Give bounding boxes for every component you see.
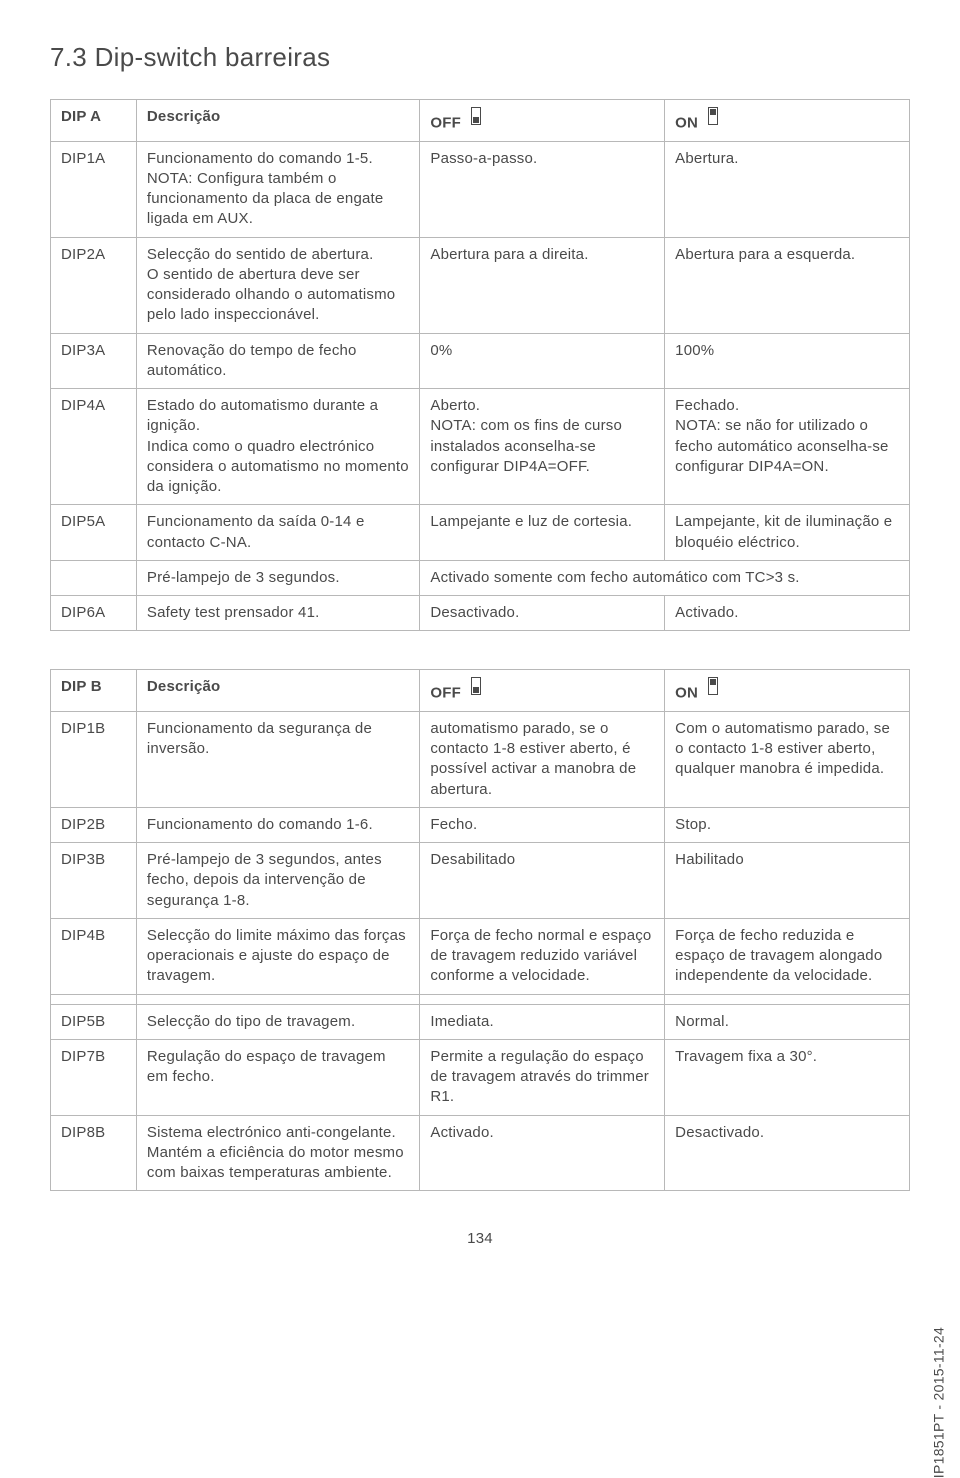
dip-off-icon (471, 677, 481, 701)
cell-off: Passo-a-passo. (420, 141, 665, 237)
cell-on: Normal. (665, 1004, 910, 1039)
cell-code (51, 560, 137, 595)
cell-code: DIP5A (51, 505, 137, 561)
dip-table-a: DIP A Descrição OFF ON (50, 99, 910, 631)
dip-off-icon (471, 107, 481, 131)
cell-on: Força de fecho reduzida e espaço de trav… (665, 918, 910, 994)
cell-on: Desactivado. (665, 1115, 910, 1191)
cell-off: 0% (420, 333, 665, 389)
cell-desc: Selecção do limite máximo das forças ope… (136, 918, 419, 994)
cell-off: Permite a regulação do espaço de travage… (420, 1039, 665, 1115)
table-row: DIP8BSistema electrónico anti-congelante… (51, 1115, 910, 1191)
cell-code: DIP1B (51, 711, 137, 807)
table-row: DIP3ARenovação do tempo de fecho automát… (51, 333, 910, 389)
cell-off: Lampejante e luz de cortesia. (420, 505, 665, 561)
cell-desc: Renovação do tempo de fecho automático. (136, 333, 419, 389)
th-off-b: OFF (420, 670, 665, 712)
table-row: DIP4BSelecção do limite máximo das força… (51, 918, 910, 994)
cell-desc: Safety test prensador 41. (136, 596, 419, 631)
cell-on: Activado. (665, 596, 910, 631)
cell-desc: Funcionamento do comando 1-6. (136, 807, 419, 842)
cell-off: Abertura para a direita. (420, 237, 665, 333)
th-on-a: ON (665, 100, 910, 142)
cell-desc: Funcionamento da saída 0-14 e contacto C… (136, 505, 419, 561)
table-row: DIP5BSelecção do tipo de travagem.Imedia… (51, 1004, 910, 1039)
cell-code: DIP5B (51, 1004, 137, 1039)
cell-off-on: Activado somente com fecho automático co… (420, 560, 910, 595)
cell-on: Lampejante, kit de iluminação e bloquéio… (665, 505, 910, 561)
cell-on: Travagem fixa a 30°. (665, 1039, 910, 1115)
table-row: DIP2ASelecção do sentido de abertura.O s… (51, 237, 910, 333)
cell-on: Habilitado (665, 843, 910, 919)
off-label: OFF (430, 685, 461, 702)
cell-desc: Regulação do espaço de travagem em fecho… (136, 1039, 419, 1115)
cell-on: Abertura. (665, 141, 910, 237)
cell-desc: Funcionamento do comando 1-5.NOTA: Confi… (136, 141, 419, 237)
th-on-b: ON (665, 670, 910, 712)
th-desc-a: Descrição (136, 100, 419, 142)
cell-code: DIP3A (51, 333, 137, 389)
cell-code: DIP7B (51, 1039, 137, 1115)
cell-desc: Funcionamento da segurança de inversão. (136, 711, 419, 807)
th-dip-b: DIP B (51, 670, 137, 712)
off-label: OFF (430, 114, 461, 131)
cell-desc: Selecção do sentido de abertura.O sentid… (136, 237, 419, 333)
cell-off: Aberto.NOTA: com os fins de curso instal… (420, 389, 665, 505)
dip-on-icon (708, 107, 718, 131)
cell-desc: Selecção do tipo de travagem. (136, 1004, 419, 1039)
on-label: ON (675, 685, 698, 702)
table-separator (51, 994, 910, 1004)
section-title: 7.3 Dip-switch barreiras (50, 40, 910, 75)
table-row: DIP6ASafety test prensador 41.Desactivad… (51, 596, 910, 631)
cell-desc: Sistema electrónico anti-congelante.Mant… (136, 1115, 419, 1191)
cell-code: DIP8B (51, 1115, 137, 1191)
cell-code: DIP2B (51, 807, 137, 842)
cell-off: Fecho. (420, 807, 665, 842)
cell-off: Desabilitado (420, 843, 665, 919)
document-code: IP1851PT - 2015-11-24 (929, 1327, 948, 1478)
table-row: DIP1AFuncionamento do comando 1-5.NOTA: … (51, 141, 910, 237)
cell-on: 100% (665, 333, 910, 389)
cell-desc: Pré-lampejo de 3 segundos. (136, 560, 419, 595)
table-row: DIP7BRegulação do espaço de travagem em … (51, 1039, 910, 1115)
table-row: DIP2BFuncionamento do comando 1-6.Fecho.… (51, 807, 910, 842)
dip-on-icon (708, 677, 718, 701)
cell-desc: Pré-lampejo de 3 segundos, antes fecho, … (136, 843, 419, 919)
cell-off: Desactivado. (420, 596, 665, 631)
cell-off: Activado. (420, 1115, 665, 1191)
table-row: DIP3BPré-lampejo de 3 segundos, antes fe… (51, 843, 910, 919)
table-row: Pré-lampejo de 3 segundos.Activado somen… (51, 560, 910, 595)
page-number: 134 (50, 1229, 910, 1249)
th-dip-a: DIP A (51, 100, 137, 142)
cell-on: Com o automatismo parado, se o contacto … (665, 711, 910, 807)
cell-code: DIP1A (51, 141, 137, 237)
th-desc-b: Descrição (136, 670, 419, 712)
cell-off: Imediata. (420, 1004, 665, 1039)
cell-code: DIP4B (51, 918, 137, 994)
on-label: ON (675, 114, 698, 131)
table-row: DIP5AFuncionamento da saída 0-14 e conta… (51, 505, 910, 561)
cell-code: DIP4A (51, 389, 137, 505)
cell-off: automatismo parado, se o contacto 1-8 es… (420, 711, 665, 807)
th-off-a: OFF (420, 100, 665, 142)
dip-table-b: DIP B Descrição OFF ON (50, 669, 910, 1191)
cell-off: Força de fecho normal e espaço de travag… (420, 918, 665, 994)
table-row: DIP1BFuncionamento da segurança de inver… (51, 711, 910, 807)
table-row: DIP4AEstado do automatismo durante a ign… (51, 389, 910, 505)
cell-on: Abertura para a esquerda. (665, 237, 910, 333)
cell-on: Fechado.NOTA: se não for utilizado o fec… (665, 389, 910, 505)
cell-code: DIP6A (51, 596, 137, 631)
cell-on: Stop. (665, 807, 910, 842)
cell-code: DIP2A (51, 237, 137, 333)
cell-code: DIP3B (51, 843, 137, 919)
cell-desc: Estado do automatismo durante a ignição.… (136, 389, 419, 505)
